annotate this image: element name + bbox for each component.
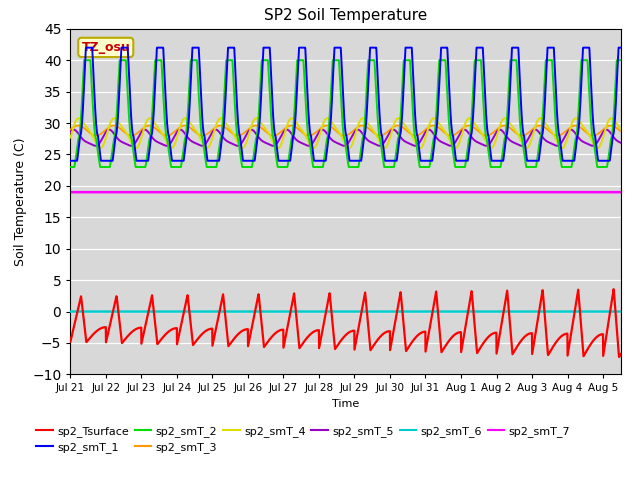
Y-axis label: Soil Temperature (C): Soil Temperature (C) bbox=[13, 137, 27, 266]
Title: SP2 Soil Temperature: SP2 Soil Temperature bbox=[264, 9, 428, 24]
Text: TZ_osu: TZ_osu bbox=[81, 41, 130, 54]
Legend: sp2_Tsurface, sp2_smT_1, sp2_smT_2, sp2_smT_3, sp2_smT_4, sp2_smT_5, sp2_smT_6, : sp2_Tsurface, sp2_smT_1, sp2_smT_2, sp2_… bbox=[32, 421, 575, 458]
X-axis label: Time: Time bbox=[332, 399, 359, 409]
